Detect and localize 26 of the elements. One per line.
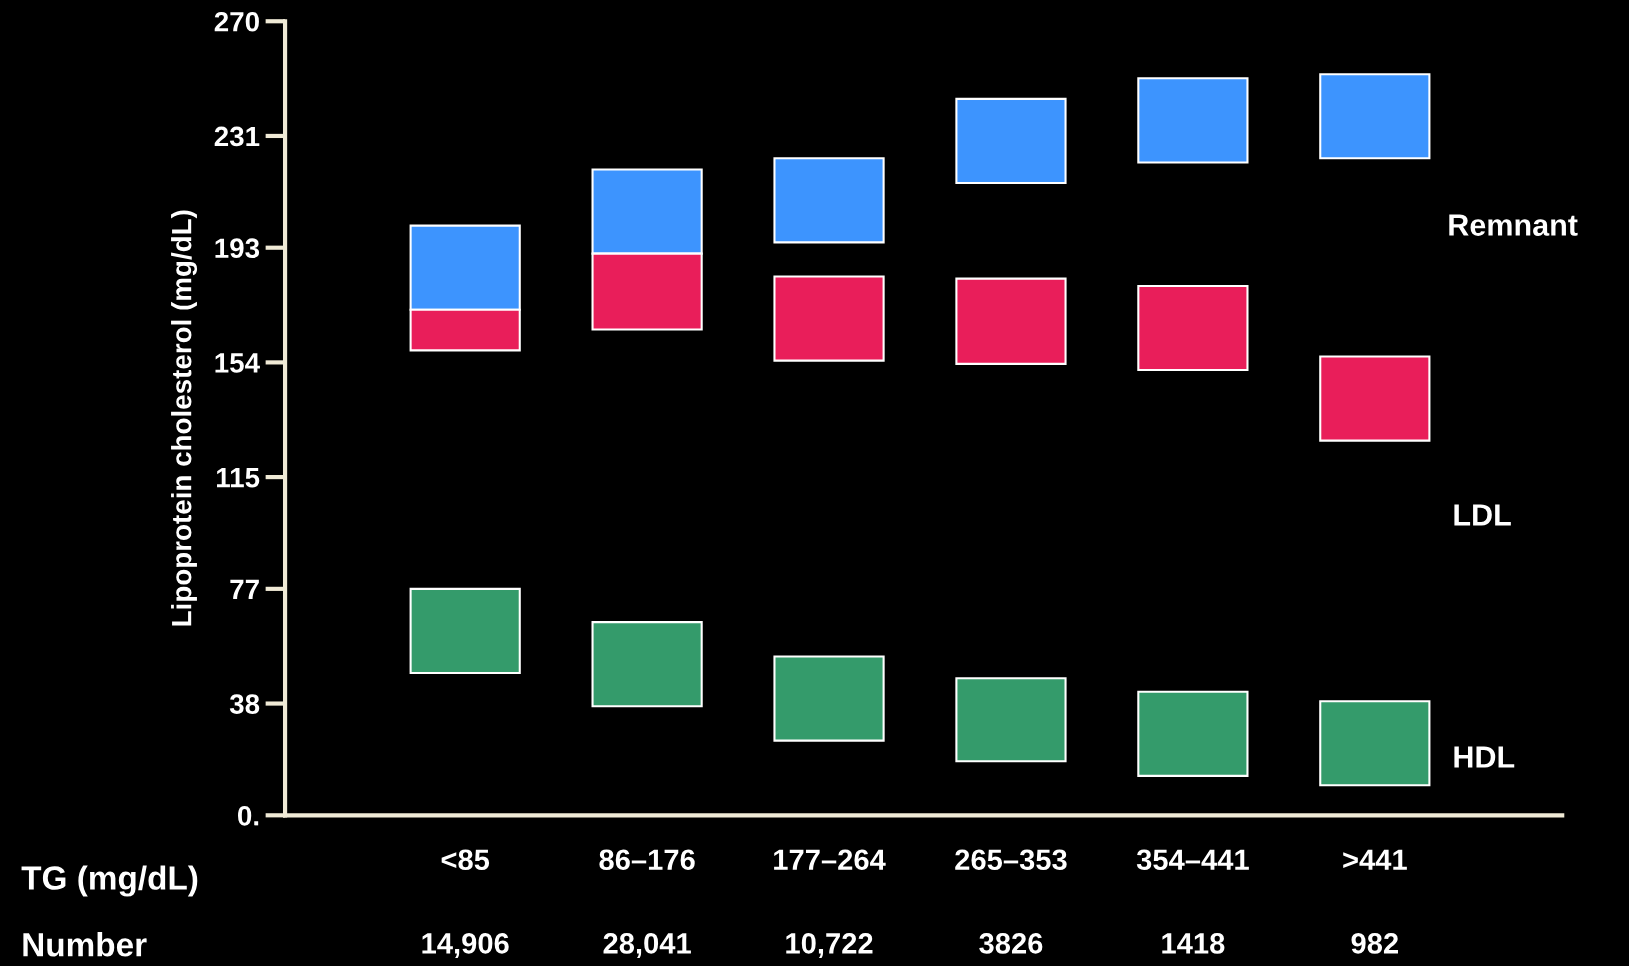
- y-tick-label: 77: [230, 579, 259, 599]
- text: 28,041: [603, 933, 691, 958]
- x-tick-label: 354–441: [1136, 849, 1249, 871]
- text: 3826: [979, 933, 1043, 954]
- text: LDL: [1454, 504, 1511, 526]
- x-tick-label: 86–176: [599, 849, 695, 871]
- text: 1418: [1162, 933, 1225, 954]
- series-label: HDL: [1454, 746, 1515, 768]
- y-axis-title: Lipoprotein cholesterol (mg/dL): [171, 210, 198, 626]
- text: 14,906: [422, 933, 509, 958]
- x-tick-label: >441: [1343, 849, 1407, 870]
- x-axis-title: TG (mg/dL): [21, 865, 198, 897]
- y-tick-label: 38: [229, 694, 260, 714]
- y-tick-label: 270: [214, 11, 259, 32]
- y-tick-label: 231: [214, 126, 260, 147]
- text: Number: [23, 932, 147, 957]
- x-tick-label: <85: [441, 849, 490, 871]
- x-tick-label: 177–264: [774, 849, 886, 871]
- text: 982: [1351, 933, 1398, 954]
- series-label: Remnant: [1449, 214, 1578, 236]
- y-tick-label: 115: [217, 468, 260, 488]
- y-tick-label: 154: [215, 353, 260, 373]
- text: 10,722: [786, 933, 873, 958]
- y-tick-label: 0.: [238, 805, 259, 826]
- x-tick-label: 265–353: [955, 849, 1067, 871]
- y-tick-label: 193: [215, 238, 260, 259]
